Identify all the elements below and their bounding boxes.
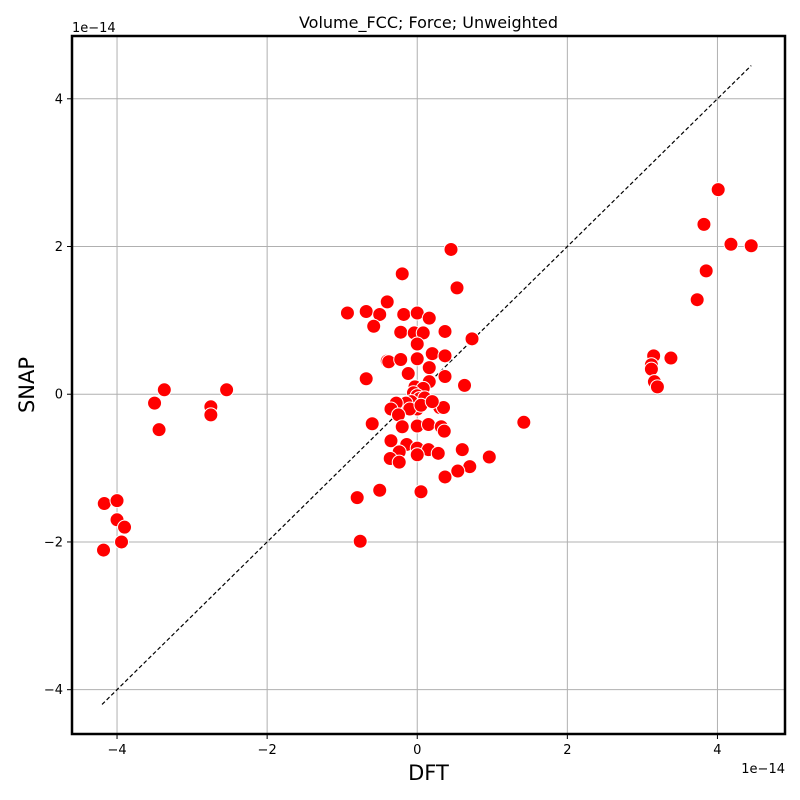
data-point [437, 323, 453, 339]
y-axis-label: SNAP [15, 357, 39, 413]
y-tick-label: −2 [44, 535, 63, 550]
data-point [413, 484, 429, 500]
data-point [379, 294, 395, 310]
x-axis-label: DFT [408, 761, 449, 785]
data-point [443, 241, 459, 257]
data-point [421, 360, 437, 376]
data-point [394, 419, 410, 435]
data-point [698, 263, 714, 279]
data-point [689, 292, 705, 308]
data-point [437, 469, 453, 485]
data-point [147, 395, 163, 411]
data-point [219, 382, 235, 398]
data-point [393, 352, 409, 368]
data-point [396, 306, 412, 322]
data-point [394, 266, 410, 282]
data-point [436, 423, 452, 439]
y-tick-label: 2 [55, 240, 63, 255]
data-point [203, 407, 219, 423]
y-tick-label: 4 [55, 92, 63, 107]
data-point [454, 442, 470, 458]
data-point [421, 417, 436, 433]
data-point [424, 346, 440, 362]
data-point [649, 379, 665, 395]
data-point [696, 216, 712, 232]
data-point [383, 433, 399, 449]
data-point [156, 382, 172, 398]
data-point [400, 366, 416, 382]
points-layer [96, 182, 759, 558]
x-tick-label: 2 [563, 743, 571, 758]
data-point [409, 447, 425, 463]
data-point [710, 182, 726, 198]
data-point [372, 306, 388, 322]
data-point [349, 490, 365, 506]
x-tick-label: 0 [413, 743, 421, 758]
y-tick-label: −4 [44, 683, 63, 698]
plot-frame [70, 34, 787, 736]
data-point [96, 542, 112, 558]
y-tick-label: 0 [55, 388, 63, 403]
data-point [339, 305, 355, 321]
data-point [723, 236, 739, 252]
data-point [421, 310, 437, 326]
data-point [663, 350, 679, 366]
data-point [449, 280, 465, 296]
data-point [393, 324, 409, 340]
data-point [437, 369, 453, 385]
data-point [409, 336, 425, 352]
y-axis-offset-label: 1e−14 [72, 21, 116, 36]
data-point [117, 519, 133, 535]
data-point [643, 361, 659, 377]
data-point [114, 534, 130, 550]
data-point [109, 493, 125, 509]
data-point [430, 445, 446, 461]
data-point [364, 416, 380, 432]
data-point [358, 304, 374, 320]
data-point [352, 533, 368, 549]
data-point [358, 371, 374, 387]
data-point [516, 414, 532, 430]
data-point [743, 238, 759, 254]
data-point [481, 449, 497, 465]
data-point [437, 348, 453, 364]
data-point [96, 496, 112, 512]
ticks: −4 −2 0 2 4 −4 −2 0 2 4 [44, 92, 722, 758]
data-point [372, 482, 388, 498]
chart-title: Volume_FCC; Force; Unweighted [299, 13, 558, 33]
data-point [450, 463, 466, 479]
data-point [366, 318, 382, 334]
data-point [409, 351, 425, 367]
x-tick-label: −2 [258, 743, 277, 758]
x-axis-offset-label: 1e−14 [741, 762, 785, 777]
data-point [464, 331, 480, 347]
data-point [424, 394, 440, 410]
data-point [457, 377, 473, 393]
data-point [151, 422, 167, 438]
x-tick-label: 4 [713, 743, 721, 758]
x-tick-label: −4 [107, 743, 126, 758]
data-point [391, 454, 407, 470]
